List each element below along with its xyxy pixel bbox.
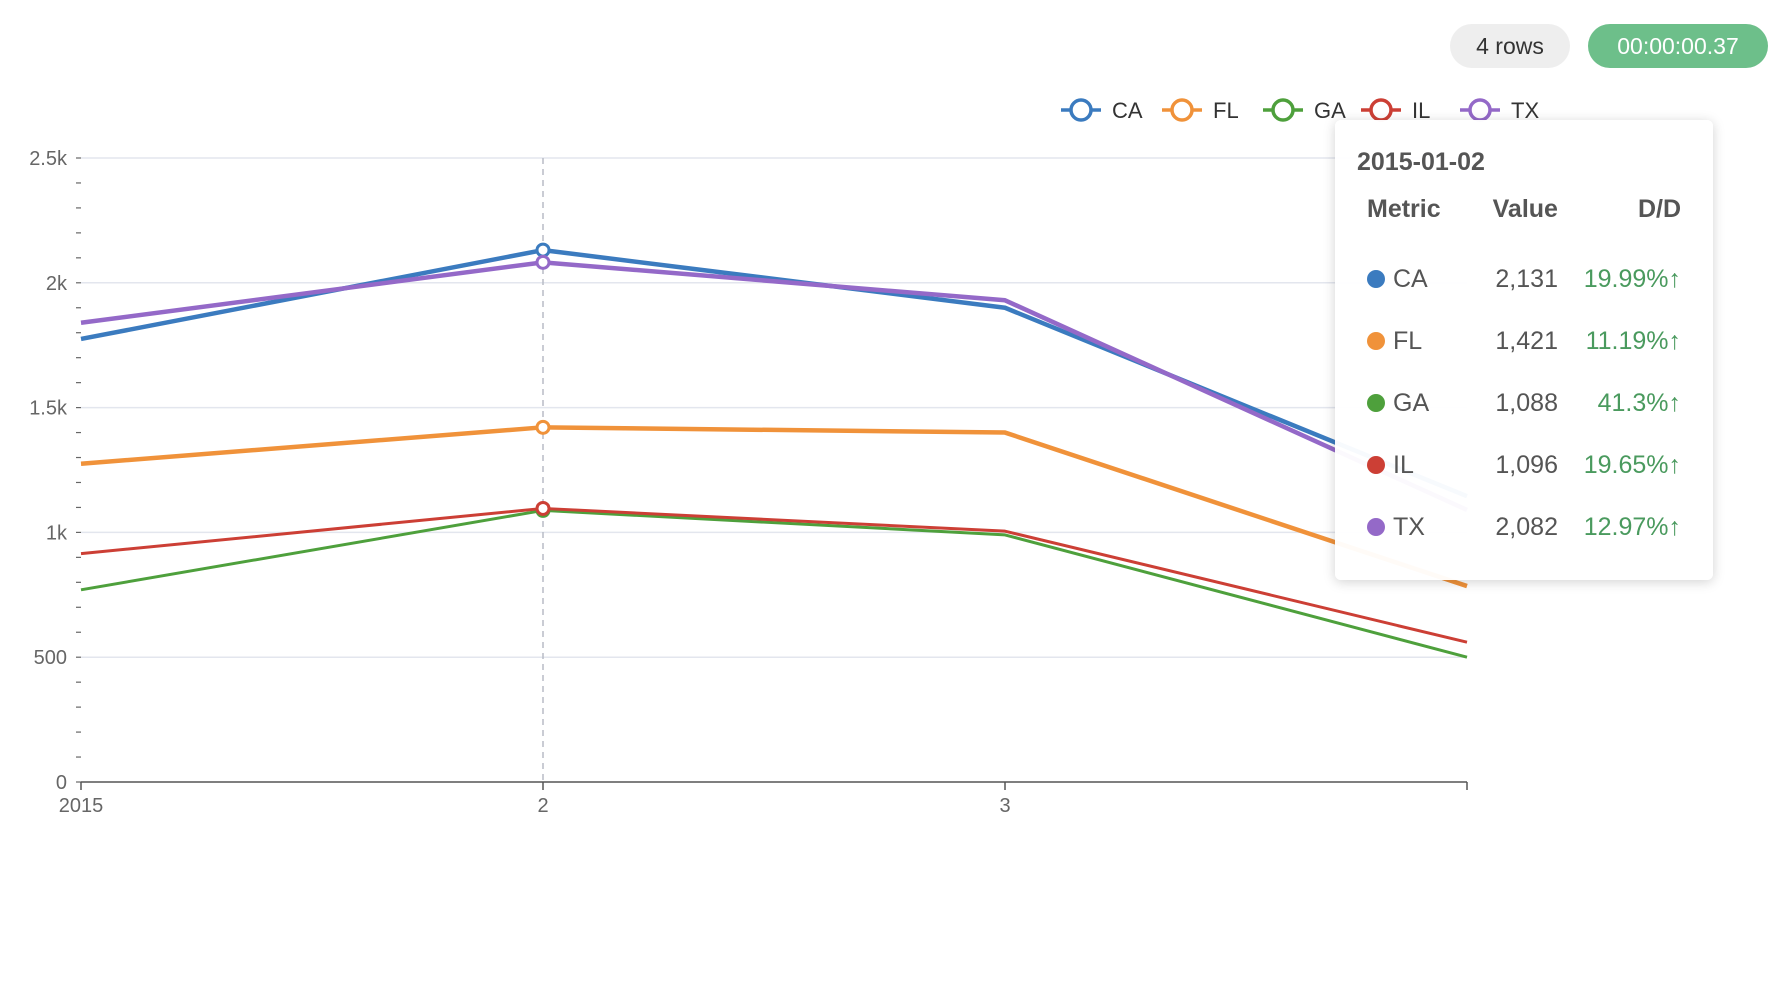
- y-tick-label: 0: [56, 772, 67, 794]
- y-tick-label: 1.5k: [29, 398, 68, 420]
- tooltip-metric-label: IL: [1393, 450, 1414, 479]
- legend-item-ca[interactable]: CA: [1061, 98, 1143, 123]
- tooltip-metric-label: TX: [1393, 512, 1425, 541]
- tooltip-metric: IL: [1357, 434, 1463, 496]
- tooltip-dd: 11.19%↑: [1585, 326, 1681, 355]
- y-tick-label: 2.5k: [29, 148, 68, 170]
- row-count-badge: 4 rows: [1450, 24, 1570, 68]
- tooltip-row: CA 2,131 19.99%↑: [1357, 248, 1681, 310]
- tooltip-header-metric: Metric: [1367, 195, 1441, 223]
- legend-circle-icon: [1369, 98, 1393, 122]
- tooltip-metric-label: GA: [1393, 388, 1430, 417]
- tooltip-dd: 19.65%↑: [1583, 450, 1681, 479]
- hover-point-il: [535, 500, 551, 516]
- hover-point-tx: [535, 254, 551, 270]
- series-dot-icon: [1367, 269, 1385, 288]
- legend-circle-icon: [1271, 98, 1295, 122]
- x-tick-label: 2015: [59, 795, 104, 817]
- y-tick-label: 1k: [46, 522, 68, 544]
- series-line-il: [80, 506, 1468, 644]
- tooltip-metric: TX: [1357, 496, 1463, 558]
- tooltip-metric-label: FL: [1393, 326, 1423, 355]
- tooltip-value: 1,088: [1495, 388, 1558, 417]
- legend-item-il[interactable]: IL: [1361, 98, 1430, 123]
- tooltip-table: Metric Value D/D CA 2,131 19.99%↑ FL 1,421 11…: [1357, 195, 1681, 558]
- series-line-fl: [80, 425, 1468, 589]
- tooltip-row: TX 2,082 12.97%↑: [1357, 496, 1681, 558]
- hover-point-fl: [535, 419, 551, 435]
- x-tick-label: 2: [537, 795, 548, 817]
- legend-item-fl[interactable]: FL: [1162, 98, 1239, 123]
- tooltip-value: 2,082: [1495, 512, 1558, 541]
- tooltip-dd: 41.3%↑: [1597, 388, 1681, 417]
- tooltip-value: 1,096: [1495, 450, 1558, 479]
- series-line-ca: [80, 247, 1468, 499]
- legend-circle-icon: [1069, 98, 1093, 122]
- tooltip-header-dd: D/D: [1637, 195, 1681, 223]
- tooltip-value: 1,421: [1495, 326, 1558, 355]
- series-dot-icon: [1367, 455, 1385, 474]
- legend-label: IL: [1412, 98, 1430, 123]
- tooltip-row: FL 1,421 11.19%↑: [1357, 310, 1681, 372]
- series-dot-icon: [1367, 517, 1385, 536]
- axes: 0 500 1k 1.5k 2k 2.5k 2015 2 3: [29, 148, 1468, 817]
- grid-lines: [81, 157, 1467, 658]
- tooltip-dd: 19.99%↑: [1583, 264, 1681, 293]
- series-dot-icon: [1367, 331, 1385, 350]
- legend-label: FL: [1213, 98, 1239, 123]
- hover-point-ca: [535, 242, 551, 258]
- legend-label: CA: [1112, 98, 1143, 123]
- x-tick-label: 3: [999, 795, 1010, 817]
- legend-label: TX: [1511, 98, 1539, 123]
- tooltip-title: 2015-01-02: [1357, 148, 1485, 176]
- tooltip-row: IL 1,096 19.65%↑: [1357, 434, 1681, 496]
- series-dot-icon: [1367, 393, 1385, 412]
- tooltip-metric: FL: [1357, 310, 1463, 372]
- series-line-ga: [80, 508, 1468, 659]
- y-tick-label: 2k: [46, 273, 68, 295]
- tooltip-header-value: Value: [1492, 195, 1558, 223]
- tooltip-row: GA 1,088 41.3%↑: [1357, 372, 1681, 434]
- tooltip-metric: CA: [1357, 248, 1463, 310]
- query-time-badge: 00:00:00.37: [1588, 24, 1768, 68]
- tooltip-value: 2,131: [1495, 264, 1558, 293]
- legend-circle-icon: [1468, 98, 1492, 122]
- tooltip-metric-label: CA: [1393, 264, 1428, 293]
- legend-item-tx[interactable]: TX: [1460, 98, 1539, 123]
- tooltip-metric: GA: [1357, 372, 1463, 434]
- legend-item-ga[interactable]: GA: [1263, 98, 1346, 123]
- legend-circle-icon: [1170, 98, 1194, 122]
- legend[interactable]: CA FL GA IL TX: [1061, 98, 1539, 123]
- legend-label: GA: [1314, 98, 1346, 123]
- series-line-tx: [80, 260, 1468, 512]
- hover-tooltip: 2015-01-02 Metric Value D/D CA 2,131 19.99…: [1335, 120, 1713, 580]
- series-lines: [80, 242, 1468, 659]
- tooltip-dd: 12.97%↑: [1583, 512, 1681, 541]
- y-tick-label: 500: [34, 647, 67, 669]
